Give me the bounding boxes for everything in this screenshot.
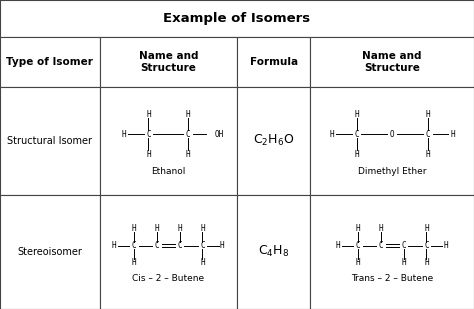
Bar <box>100 37 237 87</box>
Bar <box>0 195 100 309</box>
Text: C: C <box>401 241 406 250</box>
Text: Ethanol: Ethanol <box>151 167 185 176</box>
Text: OH: OH <box>214 130 224 139</box>
Text: C: C <box>356 241 360 250</box>
Bar <box>237 87 310 195</box>
Text: C: C <box>146 130 151 139</box>
Text: C: C <box>426 130 430 139</box>
Bar <box>310 37 474 87</box>
Bar <box>310 87 474 195</box>
Text: H: H <box>121 130 126 139</box>
Text: H: H <box>379 224 383 233</box>
Text: H: H <box>132 224 137 233</box>
Text: H: H <box>200 224 205 233</box>
Text: H: H <box>424 258 428 267</box>
Bar <box>0 0 474 37</box>
Bar <box>237 195 310 309</box>
Text: H: H <box>186 150 191 159</box>
Bar <box>310 195 474 309</box>
Text: Dimethyl Ether: Dimethyl Ether <box>358 167 427 176</box>
Text: H: H <box>146 110 151 119</box>
Bar <box>100 87 237 195</box>
Text: H: H <box>155 224 159 233</box>
Bar <box>0 87 100 195</box>
Text: H: H <box>444 241 448 250</box>
Text: C: C <box>355 130 359 139</box>
Text: C: C <box>200 241 205 250</box>
Text: H: H <box>132 258 137 267</box>
Text: H: H <box>401 258 406 267</box>
Text: H: H <box>186 110 191 119</box>
Text: Trans – 2 – Butene: Trans – 2 – Butene <box>351 273 433 283</box>
Text: H: H <box>356 224 360 233</box>
Text: H: H <box>426 110 430 119</box>
Bar <box>100 195 237 309</box>
Bar <box>0 37 100 87</box>
Text: C: C <box>132 241 137 250</box>
Text: C$_2$H$_6$O: C$_2$H$_6$O <box>253 133 294 148</box>
Text: O: O <box>390 130 394 139</box>
Text: Name and
Structure: Name and Structure <box>363 51 422 73</box>
Text: Cis – 2 – Butene: Cis – 2 – Butene <box>132 273 204 283</box>
Text: C: C <box>379 241 383 250</box>
Text: H: H <box>330 130 334 139</box>
Text: H: H <box>146 150 151 159</box>
Text: H: H <box>220 241 225 250</box>
Text: H: H <box>336 241 340 250</box>
Text: C: C <box>155 241 159 250</box>
Text: H: H <box>424 224 428 233</box>
Text: H: H <box>112 241 117 250</box>
Text: Example of Isomers: Example of Isomers <box>164 12 310 25</box>
Text: C: C <box>424 241 428 250</box>
Text: H: H <box>355 150 359 159</box>
Text: H: H <box>450 130 455 139</box>
Text: H: H <box>355 110 359 119</box>
Text: Name and
Structure: Name and Structure <box>138 51 198 73</box>
Text: Stereoisomer: Stereoisomer <box>18 247 82 257</box>
Text: H: H <box>200 258 205 267</box>
Text: C$_4$H$_8$: C$_4$H$_8$ <box>258 244 290 259</box>
Text: Structural Isomer: Structural Isomer <box>7 136 92 146</box>
Text: Type of Isomer: Type of Isomer <box>6 57 93 67</box>
Text: Formula: Formula <box>250 57 298 67</box>
Text: C: C <box>186 130 191 139</box>
Text: C: C <box>177 241 182 250</box>
Text: H: H <box>426 150 430 159</box>
Text: H: H <box>356 258 360 267</box>
Text: H: H <box>177 224 182 233</box>
Bar <box>237 37 310 87</box>
